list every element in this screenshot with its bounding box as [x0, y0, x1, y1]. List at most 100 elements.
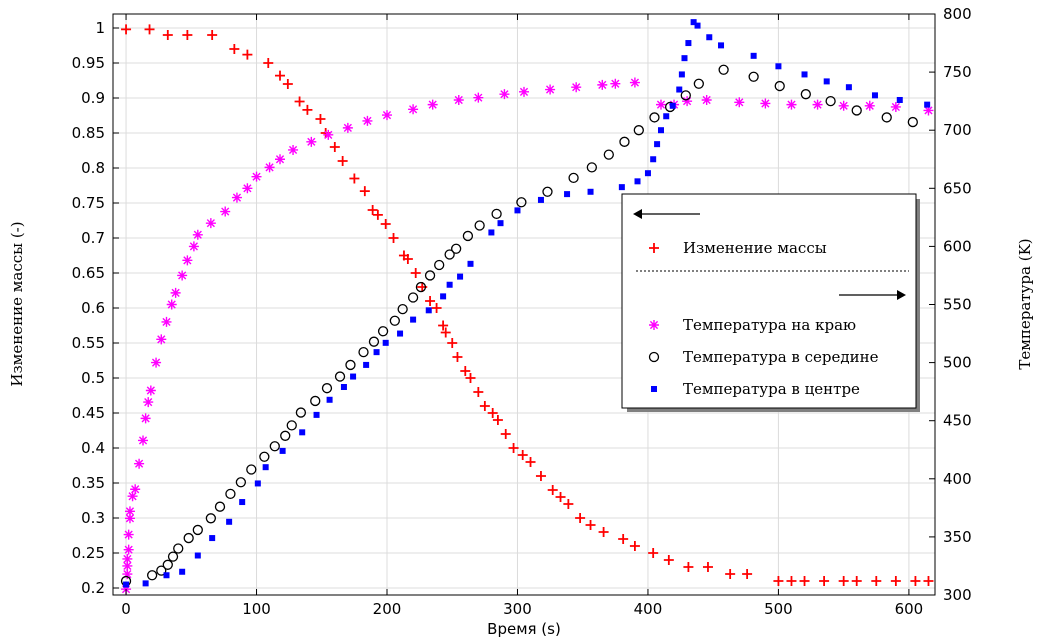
data-point — [205, 513, 217, 524]
data-point — [310, 395, 321, 407]
data-point — [663, 113, 670, 120]
y-left-tick-label: 0.2 — [81, 579, 105, 597]
data-point — [334, 371, 346, 382]
data-point — [690, 19, 697, 26]
y-right-tick-label: 550 — [943, 296, 972, 314]
data-point — [183, 532, 194, 544]
data-point — [321, 383, 333, 394]
data-point — [388, 233, 399, 243]
data-point — [205, 218, 216, 229]
data-point — [124, 513, 135, 524]
legend-entries: Изменение массы Температура на краю Темпер… — [648, 239, 879, 398]
data-point — [701, 94, 712, 105]
data-point — [910, 576, 921, 586]
y-left-tick-label: 0.65 — [72, 264, 105, 282]
legend-marker-icon — [648, 351, 660, 363]
data-point — [718, 42, 725, 49]
data-point — [123, 529, 134, 540]
data-point — [156, 565, 167, 576]
data-point — [669, 102, 676, 109]
data-point — [618, 184, 625, 191]
data-point — [890, 101, 901, 112]
data-point — [682, 96, 693, 107]
data-point — [685, 40, 692, 47]
data-point — [644, 170, 651, 177]
data-point — [408, 104, 419, 115]
data-point — [618, 534, 629, 544]
data-point — [123, 544, 134, 555]
data-point — [585, 520, 596, 530]
data-point — [525, 457, 536, 467]
data-point — [473, 387, 484, 397]
legend-marker-icon — [649, 320, 659, 330]
legend-marker-icon — [651, 386, 657, 392]
data-point — [167, 551, 179, 562]
data-point — [649, 112, 660, 123]
data-point — [397, 303, 408, 315]
data-point — [680, 90, 691, 101]
data-point — [648, 548, 659, 558]
data-point — [838, 576, 849, 586]
y-right-tick-label: 450 — [943, 412, 972, 430]
data-point — [127, 491, 138, 502]
data-point — [427, 99, 438, 110]
y-left-tick-label: 0.75 — [72, 194, 105, 212]
data-point — [337, 156, 348, 166]
y-right-tick-label: 400 — [943, 470, 972, 488]
data-point — [598, 527, 609, 537]
data-point — [275, 70, 286, 81]
data-point — [151, 357, 162, 368]
data-point — [140, 413, 151, 424]
data-point — [786, 99, 797, 110]
data-point — [254, 480, 261, 487]
data-point — [881, 112, 892, 123]
y-right-tick-label: 700 — [943, 121, 972, 139]
data-point — [434, 259, 445, 271]
data-point — [194, 552, 201, 559]
y-right-tick-label: 600 — [943, 237, 972, 255]
data-point — [207, 30, 218, 40]
data-point — [192, 524, 203, 536]
x-tick-label: 300 — [503, 600, 532, 618]
data-point — [286, 420, 297, 431]
y-left-tick-label: 1 — [95, 19, 105, 37]
data-point — [239, 499, 246, 506]
series-circle — [120, 64, 918, 587]
data-point — [359, 186, 370, 197]
data-point — [890, 576, 901, 586]
data-point — [473, 92, 484, 103]
axes-ticks: 0 100 200 300 400 500 600 1 0.95 0.9 0.85 0.8 0.75 0.… — [72, 5, 972, 618]
data-point — [683, 562, 694, 572]
data-point — [725, 569, 736, 579]
series-plus — [121, 24, 934, 586]
data-point — [547, 485, 558, 495]
data-point — [142, 580, 149, 587]
data-point — [681, 55, 688, 62]
data-point — [177, 270, 188, 281]
data-point — [214, 501, 226, 512]
data-point — [676, 86, 683, 93]
data-point — [373, 349, 380, 356]
legend-label: Изменение массы — [683, 239, 827, 257]
data-point — [871, 92, 878, 99]
data-point — [499, 89, 510, 100]
data-point — [163, 572, 170, 579]
data-point — [658, 127, 664, 134]
data-point — [812, 99, 823, 110]
data-point — [156, 334, 167, 345]
data-point — [446, 281, 453, 288]
y-left-tick-label: 0.6 — [81, 299, 105, 317]
data-point — [467, 260, 474, 267]
data-point — [410, 268, 421, 278]
y-left-tick-label: 0.95 — [72, 54, 105, 72]
data-point — [492, 415, 503, 425]
data-point — [313, 411, 320, 418]
x-axis-title: Время (s) — [487, 620, 561, 638]
legend-box — [621, 193, 917, 409]
data-point — [295, 407, 307, 418]
data-point — [179, 568, 186, 575]
data-point — [760, 98, 771, 109]
data-point — [462, 230, 474, 242]
y-left-tick-label: 0.7 — [81, 229, 105, 247]
